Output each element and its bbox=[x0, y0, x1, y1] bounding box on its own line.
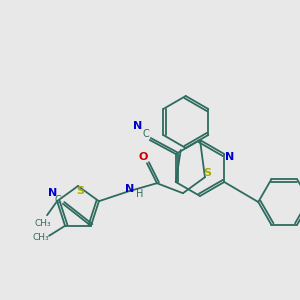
Text: S: S bbox=[203, 168, 211, 178]
Text: O: O bbox=[138, 152, 148, 162]
Text: C: C bbox=[55, 195, 61, 205]
Text: N: N bbox=[125, 184, 134, 194]
Text: S: S bbox=[76, 186, 84, 196]
Text: C: C bbox=[142, 129, 149, 139]
Text: N: N bbox=[48, 188, 58, 198]
Text: CH₃: CH₃ bbox=[33, 233, 50, 242]
Text: N: N bbox=[133, 121, 142, 131]
Text: CH₃: CH₃ bbox=[35, 219, 51, 228]
Text: N: N bbox=[225, 152, 234, 162]
Text: H: H bbox=[136, 189, 144, 199]
